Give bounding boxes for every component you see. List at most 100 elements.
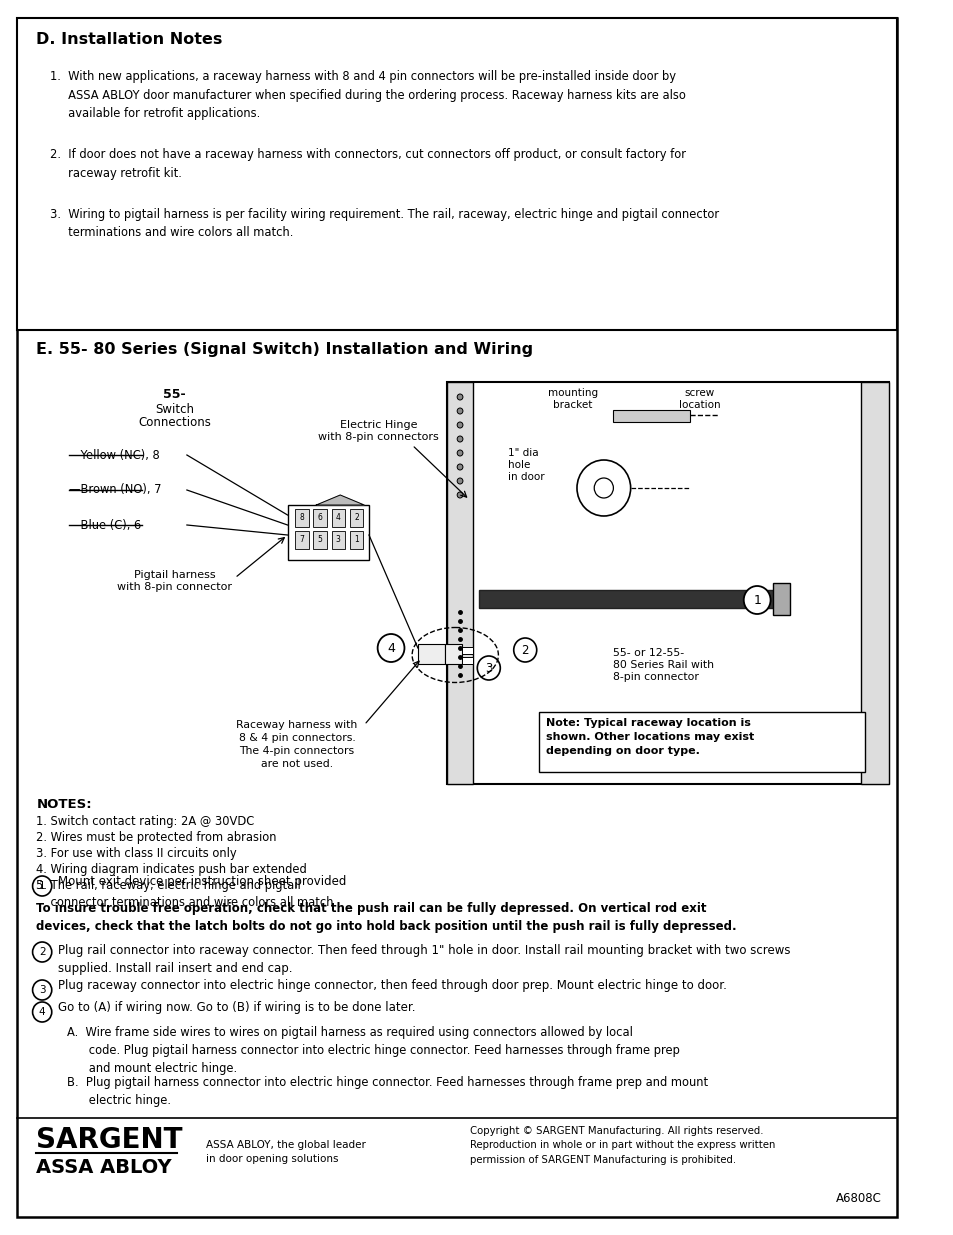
Text: Copyright © SARGENT Manufacturing. All rights reserved.
Reproduction in whole or: Copyright © SARGENT Manufacturing. All r…: [469, 1126, 774, 1165]
Bar: [613, 410, 689, 422]
Text: ASSA ABLOY, the global leader
in door opening solutions: ASSA ABLOY, the global leader in door op…: [206, 1140, 366, 1165]
Text: E. 55- 80 Series (Signal Switch) Installation and Wiring: E. 55- 80 Series (Signal Switch) Install…: [36, 342, 533, 357]
Bar: [446, 382, 888, 784]
Polygon shape: [316, 495, 364, 505]
Text: 1.  With new applications, a raceway harness with 8 and 4 pin connectors will be: 1. With new applications, a raceway harn…: [50, 70, 685, 120]
Circle shape: [456, 450, 462, 456]
Text: Note: Typical raceway location is
shown. Other locations may exist
depending on : Note: Typical raceway location is shown.…: [546, 718, 754, 756]
Bar: [478, 590, 776, 608]
Text: 3: 3: [39, 986, 46, 995]
Circle shape: [476, 656, 499, 680]
Text: mounting: mounting: [548, 388, 598, 398]
Text: 4: 4: [387, 641, 395, 655]
Text: 1" dia: 1" dia: [507, 448, 538, 458]
Text: A.  Wire frame side wires to wires on pigtail harness as required using connecto: A. Wire frame side wires to wires on pig…: [67, 1026, 679, 1074]
Text: 80 Series Rail with: 80 Series Rail with: [613, 659, 714, 671]
Text: Mount exit device per instruction sheet provided: Mount exit device per instruction sheet …: [57, 876, 346, 888]
Text: Pigtail harness: Pigtail harness: [133, 571, 215, 580]
Bar: [417, 643, 444, 664]
Bar: [17, 19, 896, 330]
Bar: [538, 713, 863, 772]
Text: NOTES:: NOTES:: [36, 798, 91, 811]
Bar: [294, 531, 308, 550]
Bar: [461, 657, 473, 664]
Text: —Blue (C), 6: —Blue (C), 6: [69, 519, 141, 531]
Bar: [332, 531, 345, 550]
Text: 2: 2: [521, 643, 528, 657]
Circle shape: [32, 981, 51, 1000]
Text: SARGENT: SARGENT: [36, 1126, 183, 1153]
Text: 5: 5: [317, 536, 322, 545]
Text: 3: 3: [335, 536, 340, 545]
Text: 8-pin connector: 8-pin connector: [613, 672, 699, 682]
Text: 4. Wiring diagram indicates push bar extended: 4. Wiring diagram indicates push bar ext…: [36, 863, 307, 876]
Text: 1: 1: [354, 536, 358, 545]
Text: 55-: 55-: [163, 388, 186, 401]
Circle shape: [32, 876, 51, 897]
Text: B.  Plug pigtail harness connector into electric hinge connector. Feed harnesses: B. Plug pigtail harness connector into e…: [67, 1076, 707, 1107]
Bar: [287, 505, 369, 559]
Text: —Brown (NO), 7: —Brown (NO), 7: [69, 483, 161, 496]
Text: 1: 1: [753, 594, 760, 606]
Bar: [772, 583, 789, 615]
Bar: [332, 509, 345, 527]
Text: 6: 6: [317, 514, 322, 522]
Circle shape: [513, 638, 537, 662]
Text: bracket: bracket: [553, 400, 592, 410]
Text: Plug raceway connector into electric hinge connector, then feed through door pre: Plug raceway connector into electric hin…: [57, 979, 725, 993]
Bar: [314, 531, 327, 550]
Circle shape: [456, 422, 462, 429]
Text: D. Installation Notes: D. Installation Notes: [36, 32, 223, 47]
Text: screw: screw: [684, 388, 714, 398]
Circle shape: [456, 408, 462, 414]
Circle shape: [456, 436, 462, 442]
Bar: [461, 647, 473, 655]
Bar: [860, 382, 888, 784]
Bar: [314, 509, 327, 527]
Text: Raceway harness with: Raceway harness with: [236, 720, 357, 730]
Text: 8: 8: [299, 514, 304, 522]
Circle shape: [32, 1002, 51, 1023]
Bar: [294, 509, 308, 527]
Text: 2: 2: [39, 947, 46, 957]
Text: 7: 7: [299, 536, 304, 545]
Text: 3: 3: [485, 662, 492, 674]
Text: 2: 2: [354, 514, 358, 522]
Text: 1. Switch contact rating: 2A @ 30VDC: 1. Switch contact rating: 2A @ 30VDC: [36, 815, 254, 827]
Circle shape: [456, 478, 462, 484]
Text: are not used.: are not used.: [261, 760, 333, 769]
Text: Switch: Switch: [154, 403, 193, 416]
Text: 2.  If door does not have a raceway harness with connectors, cut connectors off : 2. If door does not have a raceway harne…: [50, 148, 685, 179]
Text: 5. The rail, raceway, electric hinge and pigtail
    connector terminations and : 5. The rail, raceway, electric hinge and…: [36, 879, 334, 909]
Bar: [444, 643, 461, 664]
Text: To insure trouble free operation, check that the push rail can be fully depresse: To insure trouble free operation, check …: [36, 902, 737, 932]
Text: hole: hole: [507, 459, 530, 471]
Text: 8 & 4 pin connectors.: 8 & 4 pin connectors.: [238, 734, 355, 743]
Text: with 8-pin connectors: with 8-pin connectors: [318, 432, 438, 442]
Circle shape: [456, 394, 462, 400]
Text: ASSA ABLOY: ASSA ABLOY: [36, 1158, 172, 1177]
Bar: [446, 382, 473, 784]
Text: 1: 1: [39, 881, 46, 890]
Circle shape: [594, 478, 613, 498]
Circle shape: [377, 634, 404, 662]
Circle shape: [577, 459, 630, 516]
Text: 4: 4: [39, 1007, 46, 1016]
Text: Plug rail connector into raceway connector. Then feed through 1" hole in door. I: Plug rail connector into raceway connect…: [57, 944, 789, 974]
Text: 55- or 12-55-: 55- or 12-55-: [613, 648, 684, 658]
Text: with 8-pin connector: with 8-pin connector: [117, 582, 232, 592]
Text: 2. Wires must be protected from abrasion: 2. Wires must be protected from abrasion: [36, 831, 276, 844]
Text: Electric Hinge: Electric Hinge: [339, 420, 416, 430]
Text: 3.  Wiring to pigtail harness is per facility wiring requirement. The rail, race: 3. Wiring to pigtail harness is per faci…: [50, 207, 719, 240]
Bar: [350, 509, 363, 527]
Text: —Yellow (NC), 8: —Yellow (NC), 8: [69, 448, 159, 462]
Circle shape: [456, 492, 462, 498]
Circle shape: [456, 464, 462, 471]
Text: location: location: [679, 400, 720, 410]
Circle shape: [32, 942, 51, 962]
Bar: [350, 531, 363, 550]
Text: The 4-pin connectors: The 4-pin connectors: [239, 746, 355, 756]
Text: 4: 4: [335, 514, 340, 522]
Circle shape: [743, 585, 770, 614]
Text: Go to (A) if wiring now. Go to (B) if wiring is to be done later.: Go to (A) if wiring now. Go to (B) if wi…: [57, 1002, 415, 1014]
